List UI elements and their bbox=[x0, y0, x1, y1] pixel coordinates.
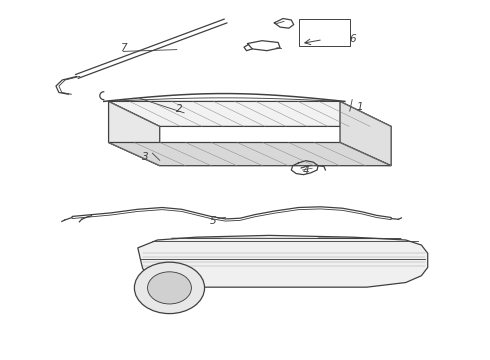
Text: 7: 7 bbox=[120, 43, 126, 53]
Text: 3: 3 bbox=[142, 152, 148, 162]
Text: 2: 2 bbox=[176, 104, 183, 113]
Text: 5: 5 bbox=[210, 216, 217, 226]
Bar bbox=[298, 19, 350, 46]
Text: 4: 4 bbox=[303, 166, 309, 176]
Polygon shape bbox=[109, 102, 391, 126]
Polygon shape bbox=[109, 143, 391, 166]
Polygon shape bbox=[138, 235, 428, 287]
Text: 6: 6 bbox=[349, 34, 356, 44]
Text: 1: 1 bbox=[356, 102, 363, 112]
Polygon shape bbox=[109, 102, 160, 166]
Polygon shape bbox=[340, 102, 391, 166]
Circle shape bbox=[147, 272, 192, 304]
Circle shape bbox=[134, 262, 204, 314]
